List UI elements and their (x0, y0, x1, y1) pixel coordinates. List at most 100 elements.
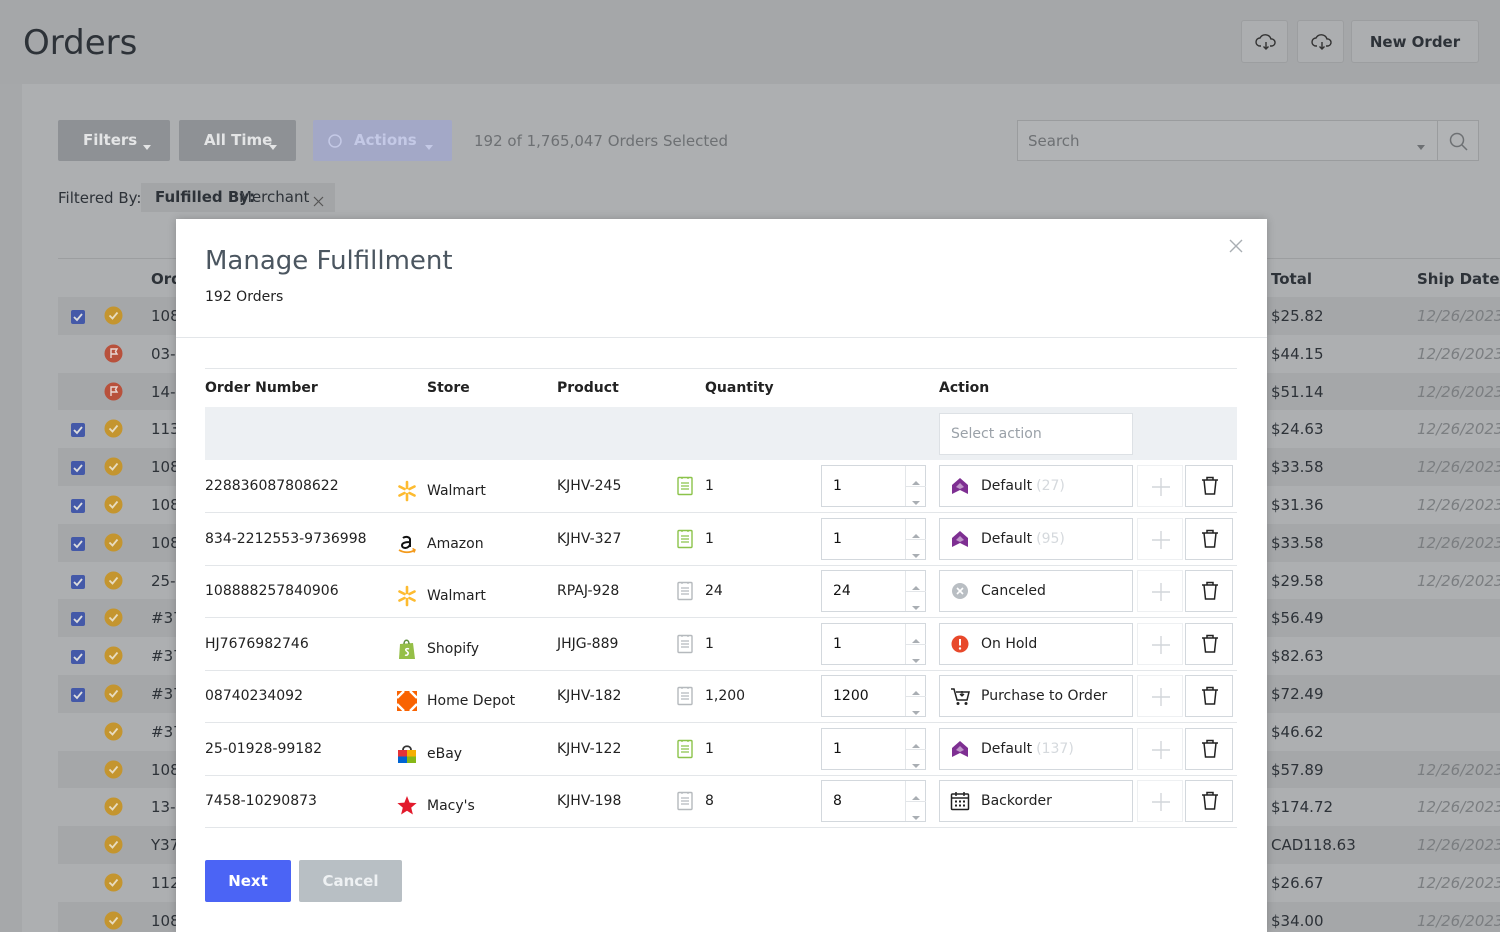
next-button[interactable]: Next (205, 860, 291, 902)
add-button[interactable] (1137, 780, 1183, 822)
status-icon-part (104, 722, 123, 741)
checkbox-part (71, 688, 85, 702)
action-icon-part (955, 804, 957, 807)
caret-icon (424, 137, 434, 150)
add-button[interactable] (1137, 517, 1183, 560)
action-select[interactable]: Default (27) (939, 465, 1133, 507)
action-select[interactable]: Backorder (939, 780, 1133, 822)
document-icon (677, 634, 693, 654)
action-icon-part (950, 792, 970, 811)
status-icon-part (104, 760, 123, 779)
order-total: $174.72 (1271, 798, 1334, 817)
action-select[interactable]: Canceled (939, 570, 1133, 612)
spin-down (911, 807, 921, 820)
delete-button[interactable] (1185, 780, 1233, 822)
delete-button[interactable] (1185, 465, 1233, 507)
spin-up-part (912, 691, 920, 695)
checkbox-part (71, 536, 85, 551)
quantity-input[interactable]: 24 (821, 570, 926, 612)
status-icon-part (104, 797, 123, 816)
order-number: 834-2212553-9736998 (205, 530, 367, 547)
cancel-button[interactable]: Cancel (299, 860, 402, 902)
plus-icon (1151, 740, 1171, 760)
store-name: eBay (427, 745, 463, 762)
action-select[interactable]: On Hold (939, 622, 1133, 665)
quantity-input[interactable]: 8 (821, 780, 926, 822)
quantity-input[interactable]: 1 (821, 622, 926, 665)
delete-button[interactable] (1185, 517, 1233, 560)
status-icon-part (104, 911, 123, 930)
quantity: 1 (705, 740, 714, 757)
status-icon (104, 382, 123, 401)
row-line (205, 564, 1237, 566)
modal-close[interactable] (1228, 238, 1244, 254)
spin-up-part (912, 481, 920, 485)
checkbox-part (71, 310, 85, 324)
document-icon-part (677, 529, 693, 548)
order-fragment: 108 (151, 760, 180, 779)
status-icon-part (108, 916, 119, 925)
status-icon-part (108, 765, 119, 774)
trash-icon-part (1202, 581, 1218, 600)
cloud-button[interactable] (1241, 20, 1288, 63)
new-order-button[interactable]: New Order (1351, 20, 1479, 63)
quantity-input[interactable]: 1 (821, 465, 926, 507)
spin-up (911, 525, 921, 538)
spin-down-part (912, 658, 920, 663)
delete-button[interactable] (1185, 622, 1233, 665)
filter-chip[interactable]: Fulfilled By: Merchant (141, 183, 335, 212)
status-icon-part (104, 646, 123, 665)
spinner-divider (905, 571, 906, 611)
actions-button[interactable]: Actions (313, 120, 452, 161)
status-icon-part (108, 576, 119, 585)
action-select[interactable]: Purchase to Order (939, 675, 1133, 717)
delete-button[interactable] (1185, 675, 1233, 717)
time-button[interactable]: All Time (179, 120, 296, 161)
status-icon-part (104, 911, 123, 930)
action-select[interactable]: Default (137) (939, 727, 1133, 770)
trash-icon (1201, 791, 1219, 811)
caret-icon-part (425, 145, 433, 150)
checkbox (71, 611, 85, 627)
quantity-input[interactable]: 1 (821, 517, 926, 560)
filters-button[interactable]: Filters (58, 120, 170, 161)
add-button[interactable] (1137, 622, 1183, 665)
quantity-input-value: 1 (833, 740, 842, 757)
add-button[interactable] (1137, 465, 1183, 507)
spin-up-part (912, 586, 920, 590)
checkbox (71, 649, 85, 665)
delete-button[interactable] (1185, 727, 1233, 770)
add-button[interactable] (1137, 570, 1183, 612)
store-logo-part (407, 749, 416, 756)
add-button[interactable] (1137, 675, 1183, 717)
row-line (205, 512, 1237, 513)
spin-up-part (912, 586, 920, 590)
document-icon-part (681, 582, 689, 595)
quantity-input-value: 24 (833, 583, 851, 599)
order-number: 7458-10290873 (205, 793, 317, 809)
cloud-button[interactable] (1297, 20, 1344, 63)
delete-button[interactable] (1185, 570, 1233, 612)
search-button[interactable] (1437, 120, 1479, 161)
action-label: On Hold (981, 635, 1038, 652)
select-action[interactable]: Select action (939, 413, 1133, 455)
status-icon-part (104, 533, 123, 552)
store-name: Walmart (427, 483, 486, 499)
selection-count: 192 of 1,765,047 Orders Selected (474, 132, 728, 150)
checkbox-part (71, 612, 85, 627)
cloud-icon (1310, 31, 1334, 53)
spinner-divider (905, 518, 906, 559)
quantity: 1 (705, 478, 714, 494)
spin-up (911, 472, 921, 485)
quantity: 1,200 (705, 688, 746, 704)
status-icon (104, 722, 123, 741)
search-icon-part (1461, 144, 1468, 151)
add-button[interactable] (1137, 727, 1183, 770)
checkbox-part (73, 426, 83, 435)
document-icon-part (677, 791, 693, 811)
search-box[interactable]: Search (1017, 120, 1438, 161)
quantity-input[interactable]: 1200 (821, 675, 926, 717)
action-icon-part (952, 530, 968, 547)
action-select[interactable]: Default (95) (939, 517, 1133, 560)
quantity-input[interactable]: 1 (821, 727, 926, 770)
